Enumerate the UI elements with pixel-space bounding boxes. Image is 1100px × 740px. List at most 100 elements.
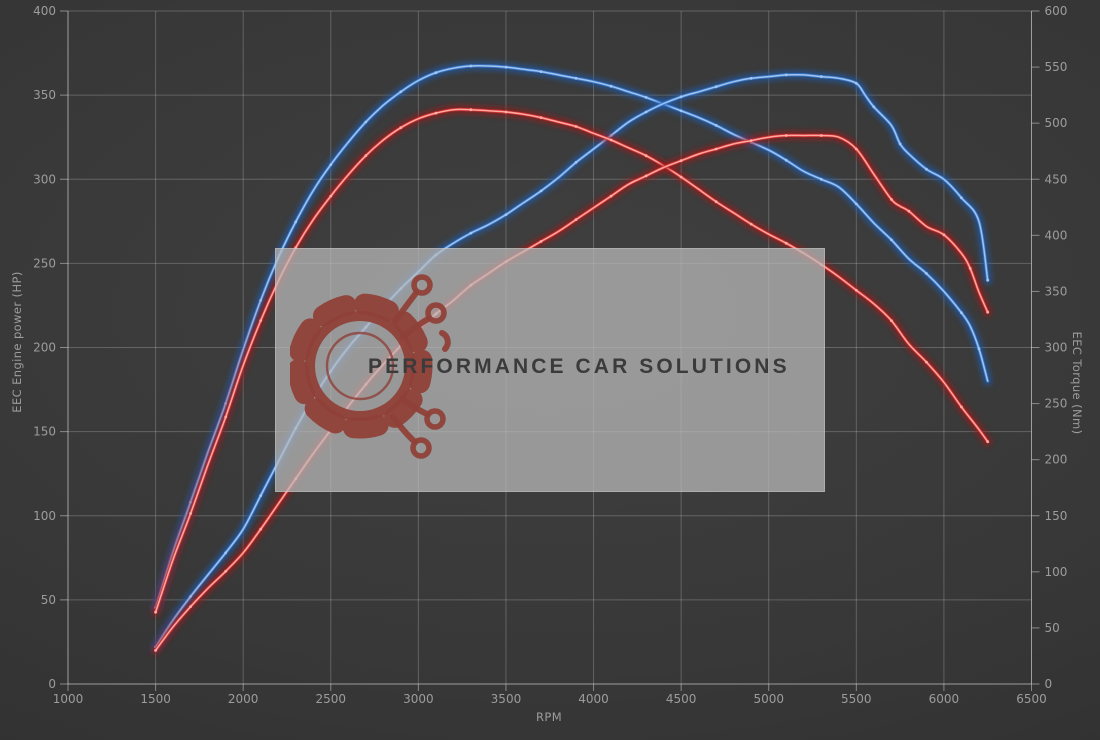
- y-left-tick-label: 0: [48, 677, 56, 691]
- data-point-marker: [224, 551, 228, 555]
- data-point-marker: [872, 105, 876, 109]
- data-point-marker: [749, 139, 753, 143]
- data-point-marker: [364, 120, 368, 124]
- data-point-marker: [469, 231, 473, 235]
- data-point-marker: [890, 238, 893, 242]
- x-tick-label: 5000: [753, 692, 784, 706]
- x-axis-title: RPM: [535, 710, 563, 724]
- data-point-marker: [154, 649, 158, 652]
- y-right-tick-label: 200: [1045, 453, 1068, 467]
- data-point-marker: [539, 240, 543, 243]
- x-tick-label: 4000: [578, 692, 609, 706]
- data-point-marker: [784, 134, 788, 137]
- data-point-marker: [749, 222, 753, 226]
- data-point-marker: [609, 194, 613, 198]
- y-right-tick-label: 350: [1045, 284, 1068, 298]
- data-point-marker: [259, 527, 263, 531]
- x-tick-label: 3500: [491, 692, 522, 706]
- data-point-marker: [890, 198, 893, 201]
- data-point-marker: [399, 90, 403, 94]
- data-point-marker: [574, 125, 578, 128]
- data-point-marker: [189, 605, 193, 608]
- data-point-marker: [469, 64, 473, 68]
- data-point-marker: [854, 288, 858, 292]
- data-point-marker: [714, 124, 718, 127]
- data-point-marker: [644, 96, 648, 99]
- curve-core: [154, 65, 989, 609]
- watermark-overlay: PERFORMANCE CAR SOLUTIONS: [275, 248, 825, 492]
- x-tick-label: 1000: [53, 692, 84, 706]
- y-left-tick-label: 100: [33, 509, 56, 523]
- data-point-marker: [259, 319, 263, 322]
- data-point-marker: [539, 189, 543, 193]
- y-right-tick-label: 100: [1045, 565, 1068, 579]
- data-point-marker: [469, 108, 473, 112]
- data-point-marker: [679, 95, 683, 99]
- x-tick-label: 1500: [140, 692, 171, 706]
- data-point-marker: [504, 110, 508, 114]
- data-point-marker: [925, 167, 928, 171]
- y-left-tick-label: 200: [33, 341, 56, 355]
- data-point-marker: [259, 494, 263, 497]
- data-point-marker: [960, 196, 963, 200]
- data-point-marker: [224, 415, 228, 419]
- data-point-marker: [784, 73, 788, 77]
- y-right-tick-label: 600: [1045, 4, 1068, 18]
- gear-circuit-logo-icon: [290, 274, 451, 459]
- data-point-marker: [854, 147, 858, 151]
- data-point-marker: [960, 405, 963, 409]
- data-point-marker: [679, 175, 683, 179]
- data-point-marker: [189, 595, 193, 598]
- y-left-tick-label: 250: [33, 256, 56, 270]
- data-point-marker: [329, 194, 333, 198]
- data-point-marker: [749, 76, 753, 80]
- data-point-marker: [539, 116, 543, 119]
- data-point-marker: [609, 138, 613, 142]
- curve-blue-torque: [151, 61, 993, 613]
- data-point-marker: [977, 347, 981, 350]
- data-point-marker: [986, 440, 990, 444]
- data-point-marker: [539, 70, 543, 73]
- data-point-marker: [644, 154, 648, 158]
- curve-red-torque: [151, 104, 993, 617]
- y-left-tick-label: 300: [33, 172, 56, 186]
- x-tick-label: 6000: [929, 692, 960, 706]
- data-point-marker: [925, 272, 928, 275]
- y-right-tick-label: 550: [1045, 60, 1068, 74]
- data-point-marker: [609, 84, 613, 88]
- data-point-marker: [898, 142, 902, 146]
- data-point-marker: [574, 161, 578, 164]
- data-point-marker: [679, 159, 683, 163]
- y-right-tick-label: 300: [1045, 341, 1068, 355]
- data-point-marker: [679, 109, 683, 113]
- data-point-marker: [986, 310, 990, 314]
- data-point-marker: [784, 158, 788, 162]
- y-right-axis-title: EEC Torque (Nm): [1070, 331, 1084, 435]
- data-point-marker: [714, 85, 718, 89]
- watermark-text: PERFORMANCE CAR SOLUTIONS: [368, 355, 790, 378]
- x-tick-label: 3000: [403, 692, 434, 706]
- data-point-marker: [294, 220, 298, 224]
- y-left-tick-label: 50: [41, 593, 56, 607]
- data-point-marker: [154, 610, 158, 614]
- y-left-tick-label: 150: [33, 425, 56, 439]
- x-tick-label: 6500: [1016, 692, 1047, 706]
- data-point-marker: [819, 134, 823, 137]
- data-point-marker: [504, 65, 508, 69]
- y-right-tick-label: 50: [1045, 621, 1060, 635]
- x-tick-label: 4500: [666, 692, 697, 706]
- data-point-marker: [714, 147, 718, 151]
- x-tick-label: 5500: [841, 692, 872, 706]
- y-right-tick-label: 150: [1045, 509, 1068, 523]
- data-point-marker: [714, 200, 718, 204]
- data-point-marker: [434, 111, 438, 115]
- data-point-marker: [259, 299, 263, 302]
- data-point-marker: [819, 177, 823, 181]
- axes: 0501001502002503003504000501001502002503…: [33, 4, 1067, 706]
- y-right-tick-label: 0: [1045, 677, 1053, 691]
- data-point-marker: [907, 209, 911, 213]
- data-point-marker: [890, 319, 893, 322]
- x-tick-label: 2500: [315, 692, 346, 706]
- y-left-axis-title: EEC Engine power (HP): [10, 271, 24, 413]
- data-point-marker: [329, 163, 333, 167]
